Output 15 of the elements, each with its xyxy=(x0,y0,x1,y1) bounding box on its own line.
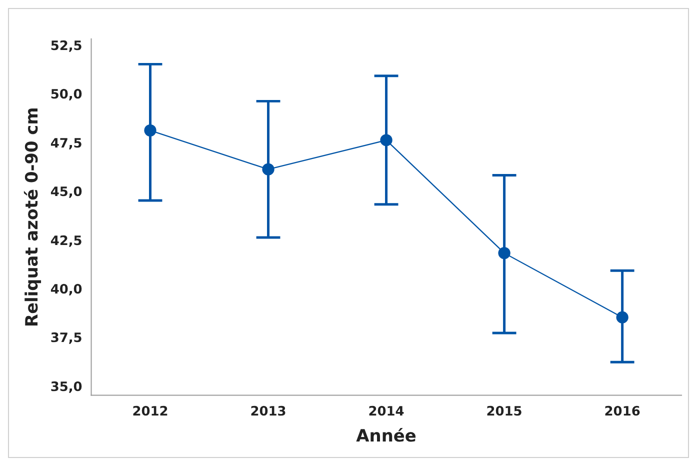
y-tick-label: 37,5 xyxy=(50,331,82,346)
y-tick-label: 42,5 xyxy=(50,234,82,249)
y-tick-label: 50,0 xyxy=(50,88,82,103)
y-tick-label: 40,0 xyxy=(50,282,82,298)
y-axis-title: Reliquat azoté 0-90 cm xyxy=(22,107,42,327)
y-tick-label: 52,5 xyxy=(50,39,82,54)
x-tick-label: 2015 xyxy=(486,404,522,420)
x-tick-label: 2016 xyxy=(604,404,640,420)
x-tick-label: 2014 xyxy=(368,404,404,420)
y-tick-label: 45,0 xyxy=(50,185,82,200)
y-tick-label: 35,0 xyxy=(50,380,82,395)
x-tick-label: 2012 xyxy=(132,404,168,420)
y-tick-label: 47,5 xyxy=(50,136,82,152)
x-tick-label: 2013 xyxy=(250,404,286,420)
x-axis-title: Année xyxy=(356,425,416,446)
